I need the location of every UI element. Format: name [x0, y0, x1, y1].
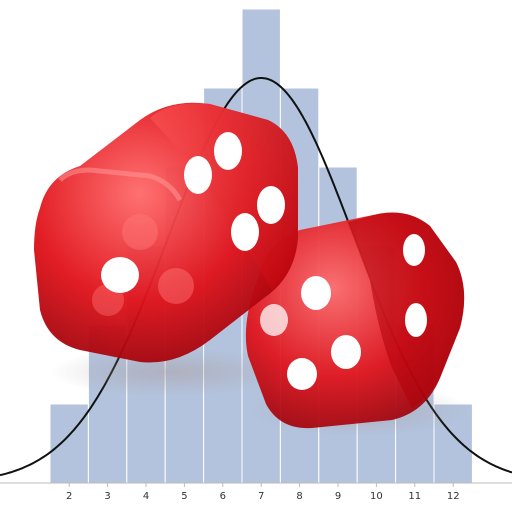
x-tick-label: 12 [447, 491, 460, 502]
x-tick-label: 10 [370, 491, 383, 502]
x-tick-label: 8 [296, 491, 302, 502]
x-tick-label: 9 [335, 491, 341, 502]
x-tick-label: 6 [220, 491, 226, 502]
x-tick-label: 5 [181, 491, 187, 502]
die-left [34, 102, 298, 363]
x-tick-label: 3 [104, 491, 110, 502]
x-tick-label: 11 [408, 491, 421, 502]
die-shadow [50, 348, 290, 396]
x-tick-label: 7 [258, 491, 264, 502]
x-tick-label: 4 [143, 491, 149, 502]
bar-2 [49, 403, 89, 484]
x-tick-label: 2 [66, 491, 72, 502]
die-right [245, 212, 465, 429]
